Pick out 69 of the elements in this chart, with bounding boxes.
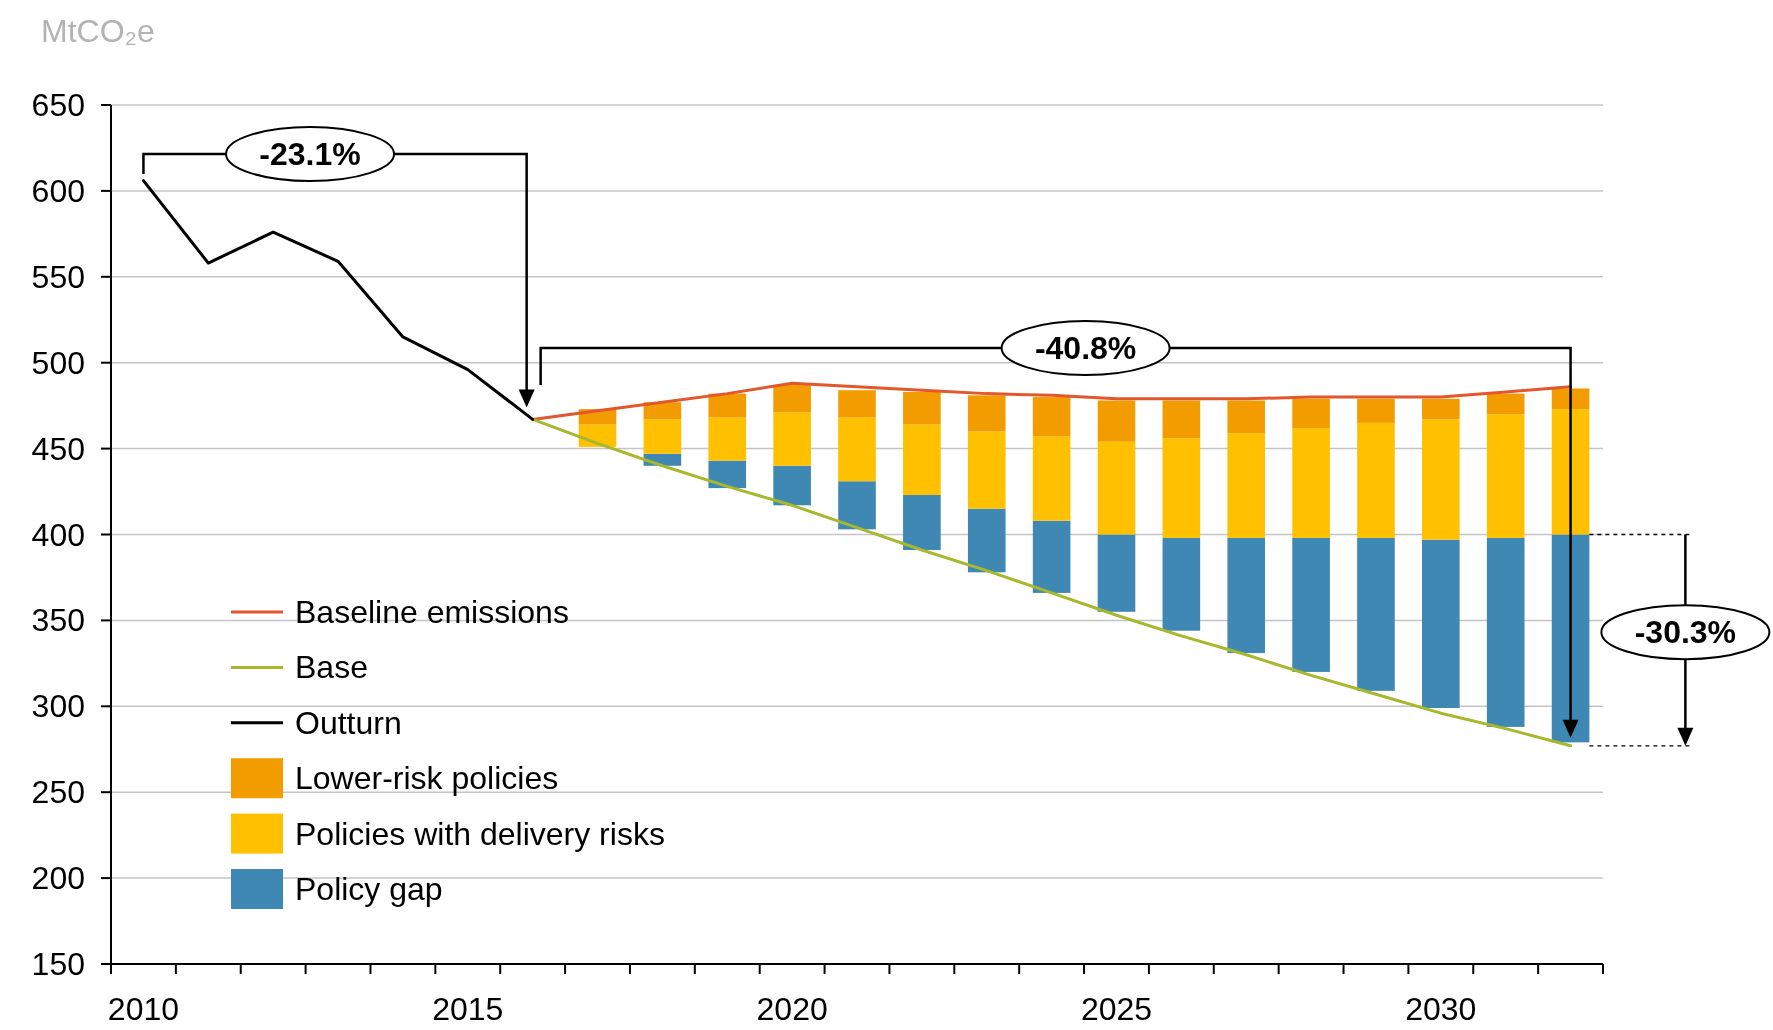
bar [1486,414,1525,538]
legend-label: Baseline emissions [295,594,569,630]
bar [1032,436,1071,521]
bar [1227,433,1266,538]
bar [773,465,811,506]
legend-label: Lower-risk policies [295,760,559,797]
y-tick-label: 400 [31,516,85,553]
y-tick-label: 500 [31,344,85,381]
x-tick-label: 2030 [1405,991,1477,1027]
bar [1032,520,1071,593]
y-tick-label: 150 [31,946,85,982]
x-tick-label: 2015 [432,991,504,1027]
bar [1422,539,1460,709]
text: -30.3% [1634,614,1737,651]
bar [838,417,876,482]
bar [1422,419,1460,540]
bar [1486,537,1525,727]
bar [838,481,876,530]
bar [1097,400,1136,442]
bar [1292,427,1330,538]
bar [1097,441,1136,535]
bar [1162,400,1201,439]
bar [1032,397,1071,437]
bar [967,395,1006,432]
bar [1162,438,1201,538]
x-tick-label: 2010 [107,991,180,1027]
bar [1227,400,1266,434]
bar [1551,409,1590,535]
y-tick-label: 450 [31,430,85,467]
bar [773,385,811,413]
bar [967,508,1006,573]
bar [1292,537,1330,672]
y-tick-label: 200 [31,860,85,897]
y-tick-label: 350 [31,602,85,639]
bar [1227,537,1266,654]
bar [708,393,747,418]
y-axis-title: MtCO₂e [41,13,155,49]
legend-label: Policy gap [295,871,443,907]
bar [1422,398,1460,420]
bar [1486,393,1525,415]
bar [903,391,941,425]
bar [1097,534,1136,612]
line-series [141,179,535,421]
y-tick-label: 550 [31,258,85,295]
bar [1292,398,1330,428]
bar [967,431,1006,509]
y-tick-label: 600 [31,172,85,209]
bar [1357,422,1395,538]
legend-label: Outturn [295,704,402,741]
bar [708,460,747,489]
bar [1162,537,1201,631]
bar [838,390,876,418]
bar [1357,398,1395,423]
bar [903,494,941,550]
bar [1357,537,1395,691]
bar [773,412,811,466]
x-tick-label: 2020 [756,991,828,1027]
bar [903,424,941,495]
bar [643,419,682,454]
y-tick-label: 300 [31,688,85,725]
bar [1551,534,1590,743]
legend-label: Base [295,649,368,686]
y-tick-label: 250 [31,774,85,811]
y-tick-label: 650 [31,87,85,123]
bar [708,417,747,461]
legend-label: Policies with delivery risks [295,815,665,852]
annotation: -23.1% [259,136,361,172]
x-tick-label: 2025 [1080,991,1153,1027]
annotation: -40.8% [1034,330,1137,366]
